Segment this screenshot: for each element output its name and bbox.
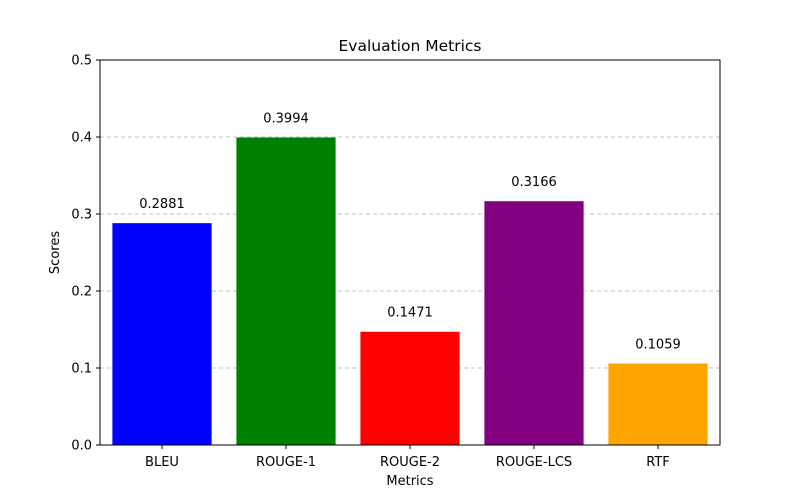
bar-value-label: 0.2881	[139, 197, 185, 212]
y-tick-label: 0.5	[71, 54, 92, 69]
bar-value-label: 0.3166	[511, 175, 557, 190]
y-axis-title: Scores	[48, 231, 63, 274]
y-tick-label: 0.0	[71, 439, 92, 454]
y-tick-label: 0.3	[71, 208, 92, 223]
chart-title: Evaluation Metrics	[339, 37, 482, 55]
bar-value-label: 0.1471	[387, 306, 433, 321]
bar-bleu	[112, 223, 212, 445]
bar-rouge-1	[236, 137, 336, 445]
x-tick-label: ROUGE-LCS	[496, 455, 572, 470]
bars	[112, 137, 708, 445]
y-axis: 0.0 0.1 0.2 0.3 0.4 0.5	[71, 54, 100, 454]
x-axis-title: Metrics	[386, 474, 433, 489]
bar-value-label: 0.3994	[263, 111, 309, 126]
bar-value-label: 0.1059	[635, 337, 681, 352]
x-tick-label: BLEU	[145, 455, 179, 470]
x-tick-label: RTF	[646, 455, 670, 470]
y-tick-label: 0.2	[71, 285, 92, 300]
bar-rouge-lcs	[484, 201, 584, 445]
y-tick-label: 0.1	[71, 362, 92, 377]
bar-rouge-2	[360, 331, 460, 445]
bar-rtf	[608, 363, 708, 445]
y-tick-label: 0.4	[71, 131, 92, 146]
x-tick-label: ROUGE-1	[256, 455, 316, 470]
x-axis: BLEU ROUGE-1 ROUGE-2 ROUGE-LCS RTF	[145, 445, 670, 470]
bar-value-labels: 0.2881 0.3994 0.1471 0.3166 0.1059	[139, 111, 681, 352]
x-tick-label: ROUGE-2	[380, 455, 440, 470]
